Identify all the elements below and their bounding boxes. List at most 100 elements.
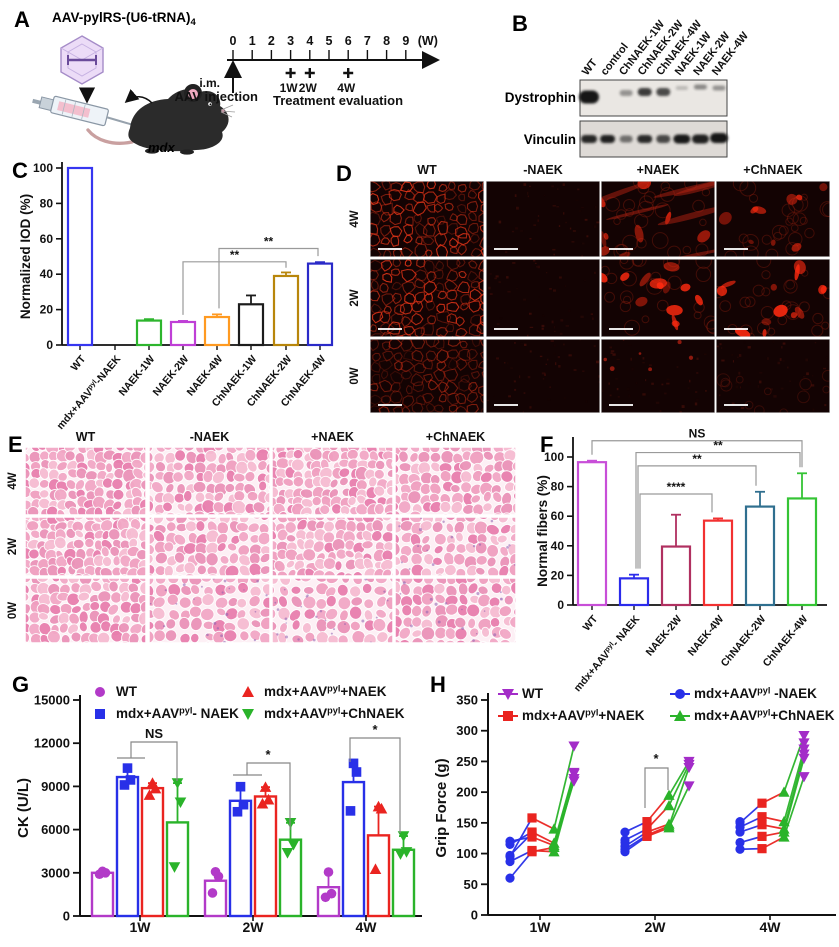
histology-grid: WT -NAEK +NAEK +ChNAEK 4W 2W 0W [7, 430, 516, 643]
histology-tile [395, 517, 516, 576]
data-point [505, 836, 515, 846]
bar [253, 795, 278, 918]
data-point [505, 850, 515, 861]
bar [744, 505, 776, 607]
x-category-label: NAEK-4W [686, 613, 727, 658]
data-point [642, 817, 652, 827]
y-tick-label: 12000 [34, 736, 70, 751]
data-point [262, 793, 275, 805]
data-point [345, 806, 356, 816]
protein-band [693, 84, 707, 90]
panel-label-e: E [8, 432, 23, 457]
y-tick-label: 60 [551, 509, 565, 523]
x-category-label: mdx+AAVpyl​-NAEK [54, 353, 123, 432]
data-point [620, 827, 630, 837]
fluorescence-tile [716, 259, 830, 337]
d-column-header: +NAEK [637, 163, 680, 177]
histology-tile [149, 578, 270, 643]
bar [115, 775, 140, 918]
x-category-label: ChNAEK-4W [761, 613, 811, 669]
e-row-label: 0W [7, 602, 19, 619]
data-point [527, 828, 537, 838]
data-point [207, 888, 218, 898]
evaluation-mark-label: 1W [280, 81, 299, 95]
bar [66, 166, 94, 347]
x-group-label: 1W [130, 919, 152, 935]
significance-label: ** [713, 439, 723, 453]
histology-tile [25, 578, 146, 643]
protein-band [581, 135, 597, 143]
significance-label: NS [689, 427, 706, 441]
panel-label-c: C [12, 158, 28, 183]
data-point [125, 775, 136, 785]
data-point [778, 823, 790, 834]
panel-label-d: D [336, 161, 352, 186]
data-point [548, 839, 560, 851]
data-point [620, 837, 630, 848]
im-label: i.m. [199, 76, 220, 90]
legend-item-label: mdx+AAVpyl​- NAEK [116, 706, 239, 721]
legend-item-label: WT [522, 686, 544, 701]
y-tick-label: 15000 [34, 693, 70, 708]
data-point [683, 781, 695, 792]
histology-tile [272, 447, 393, 515]
fluorescence-tile [370, 259, 484, 337]
x-group-label: 4W [356, 919, 378, 935]
aav-schematic: AAV-pylRS-(U6-tRNA)4 [32, 10, 440, 155]
d-row-label: 4W [349, 210, 361, 227]
data-point [149, 782, 162, 794]
data-point [674, 710, 686, 721]
y-tick-label: 100 [456, 846, 478, 861]
evaluation-mark-label: 4W [337, 81, 356, 95]
protein-band [656, 88, 671, 96]
e-row-label: 4W [7, 472, 19, 489]
bar [165, 821, 190, 918]
data-point [397, 831, 410, 842]
data-point [798, 749, 810, 760]
panel-label-a: A [14, 7, 30, 32]
x-group-label: 4W [760, 919, 782, 935]
protein-band [712, 85, 726, 91]
data-point [259, 781, 272, 792]
blot-row-dystrophin: Dystrophin [505, 90, 576, 105]
data-point [503, 711, 513, 721]
treatment-evaluation-label: Treatment evaluation [273, 93, 403, 108]
scale-bar [724, 404, 748, 406]
x-group-label: 2W [243, 919, 265, 935]
bar [660, 545, 692, 607]
protein-band [710, 133, 728, 143]
data-point [242, 709, 254, 720]
legend-item-label: mdx+AAVpyl​+NAEK [522, 708, 645, 723]
protein-band [673, 134, 691, 144]
bar [203, 879, 228, 918]
fluorescence-tile [601, 181, 715, 257]
data-point [527, 845, 537, 856]
timeline-week-6: 6 [345, 34, 352, 48]
aav-capsid-icon [60, 35, 104, 85]
legend-item-label: mdx+AAVpyl​+NAEK [264, 684, 387, 699]
protein-band [637, 88, 652, 96]
y-tick-label: 3000 [41, 865, 70, 880]
data-point [798, 738, 810, 749]
chart-ck: 0 3000 6000 9000 12000 15000 CK (U/L) 1W 2W 4W WT m… [15, 684, 422, 935]
data-point [735, 837, 745, 848]
data-point [256, 797, 269, 809]
d-row-label: 2W [349, 289, 361, 306]
data-point [757, 820, 767, 830]
fluorescence-tile [486, 181, 600, 257]
histology-tile [149, 517, 270, 576]
fluorescence-tile [601, 259, 715, 337]
d-row-label: 0W [349, 367, 361, 384]
data-point [675, 689, 685, 699]
data-point [663, 800, 675, 811]
e-column-header: WT [76, 430, 96, 444]
chart-grip-force: 0 50 100 150 200 250 300 350 Grip Force (g) 1W 2W 4… [433, 686, 836, 935]
protein-band [600, 135, 616, 143]
data-point [351, 767, 362, 777]
d-column-header: +ChNAEK [743, 163, 802, 177]
significance-label: * [372, 722, 378, 737]
significance-label: ** [230, 248, 240, 262]
y-tick-label: 40 [40, 267, 54, 281]
data-point [95, 709, 105, 719]
